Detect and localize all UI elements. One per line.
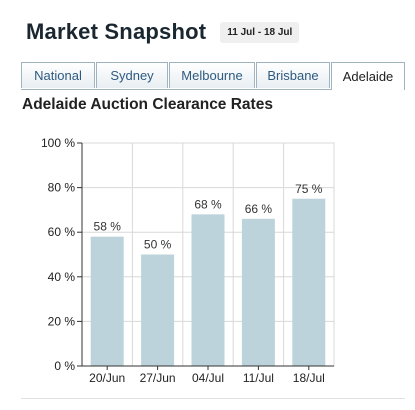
tab-label: Melbourne (181, 68, 243, 83)
data-label: 66 % (245, 202, 273, 216)
x-tick-label: 27/Jun (140, 371, 176, 385)
bar (141, 254, 175, 366)
date-range-badge: 11 Jul - 18 Jul (220, 21, 300, 43)
tab-label: Adelaide (342, 69, 394, 84)
bar (191, 214, 225, 366)
x-tick-label: 20/Jun (89, 371, 125, 385)
tab-label: Sydney (110, 68, 154, 83)
y-tick-label: 60 % (48, 225, 76, 239)
tab-sydney[interactable]: Sydney (96, 62, 168, 88)
tab-label: National (34, 68, 82, 83)
x-tick-label: 11/Jul (243, 371, 274, 385)
tab-label: Brisbane (267, 68, 319, 83)
tab-brisbane[interactable]: Brisbane (256, 62, 330, 88)
data-label: 50 % (144, 238, 172, 252)
y-tick-label: 100 % (41, 136, 75, 150)
y-tick-label: 80 % (48, 181, 76, 195)
tab-national[interactable]: National (21, 62, 95, 88)
city-tabs: National Sydney Melbourne Brisbane Adela… (21, 62, 405, 90)
x-tick-label: 04/Jul (192, 371, 224, 385)
bar (90, 236, 124, 366)
data-label: 75 % (295, 182, 323, 196)
x-tick-label: 18/Jul (293, 371, 325, 385)
bar (241, 218, 275, 366)
header: Market Snapshot 11 Jul - 18 Jul (26, 16, 300, 48)
data-label: 58 % (94, 220, 122, 234)
divider (21, 398, 405, 399)
data-label: 68 % (194, 197, 222, 211)
chart-title: Adelaide Auction Clearance Rates (22, 96, 273, 113)
tab-melbourne[interactable]: Melbourne (169, 62, 255, 88)
y-tick-label: 20 % (48, 314, 76, 328)
y-tick-label: 40 % (48, 270, 76, 284)
page-title: Market Snapshot (26, 19, 207, 44)
y-tick-label: 0 % (54, 359, 75, 373)
tab-adelaide[interactable]: Adelaide (331, 62, 405, 90)
bar (292, 198, 326, 366)
